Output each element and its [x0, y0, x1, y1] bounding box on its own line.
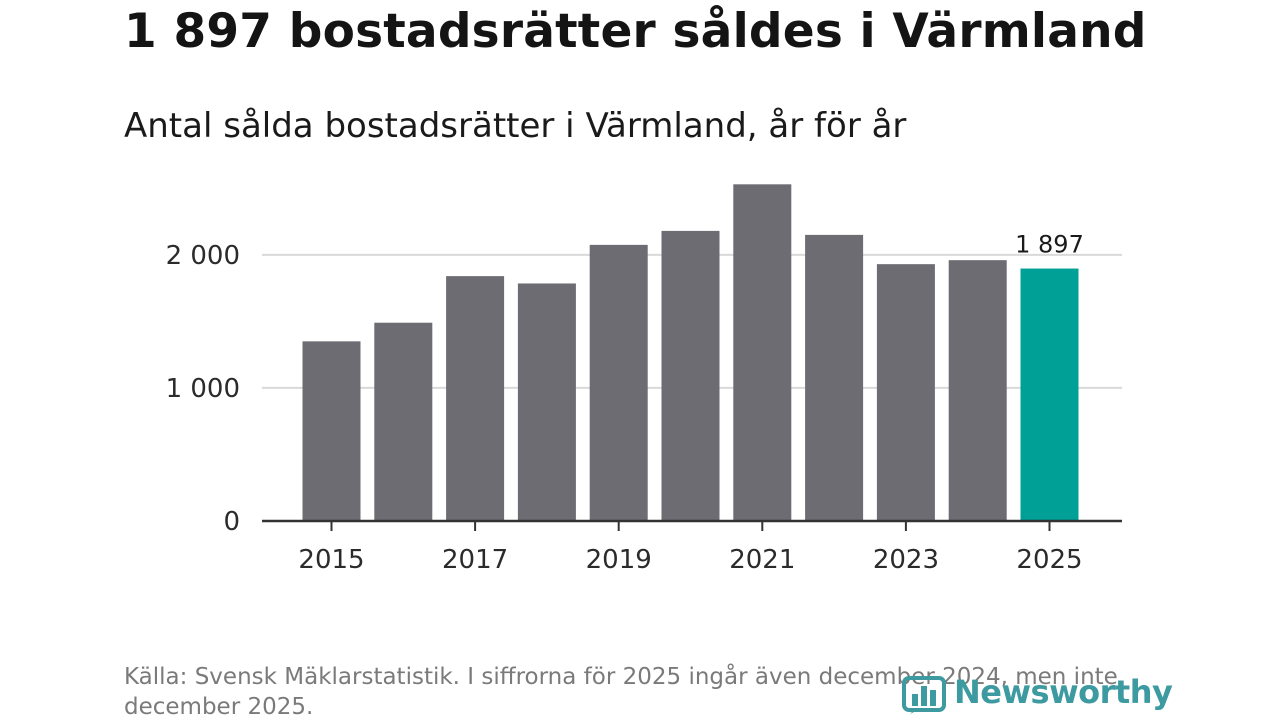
bar-2021: [733, 184, 792, 522]
y-tick-label: 2 000: [166, 241, 240, 271]
data-label-2025: 1 897: [1015, 231, 1084, 259]
x-tick-label: 2019: [586, 545, 652, 575]
bar-2020: [661, 230, 720, 521]
x-tick-label: 2025: [1016, 545, 1082, 575]
chart-subtitle: Antal sålda bostadsrätter i Värmland, år…: [124, 106, 907, 146]
x-tick-label: 2015: [298, 545, 364, 575]
x-tick-label: 2017: [442, 545, 508, 575]
bar-2024: [948, 260, 1007, 521]
chart-title: 1 897 bostadsrätter såldes i Värmland: [124, 4, 1147, 59]
bar-2017: [446, 276, 505, 521]
bar-chart-icon: [902, 676, 946, 714]
bar-2015: [302, 341, 361, 521]
y-tick-label: 0: [223, 507, 240, 537]
bar-2018: [517, 283, 576, 521]
source-note: Källa: Svensk Mäklarstatistik. I siffror…: [124, 664, 1118, 720]
bar-2025: [1020, 268, 1079, 521]
x-tick-label: 2023: [873, 545, 939, 575]
bar-2019: [589, 244, 648, 521]
bar-2016: [374, 322, 433, 521]
bar-2023: [876, 264, 935, 521]
x-tick-label: 2021: [729, 545, 795, 575]
brand-name: Newsworthy: [954, 673, 1173, 711]
bar-2022: [805, 234, 864, 521]
y-tick-label: 1 000: [166, 374, 240, 404]
newsworthy-logo: Newsworthy: [902, 668, 1173, 716]
